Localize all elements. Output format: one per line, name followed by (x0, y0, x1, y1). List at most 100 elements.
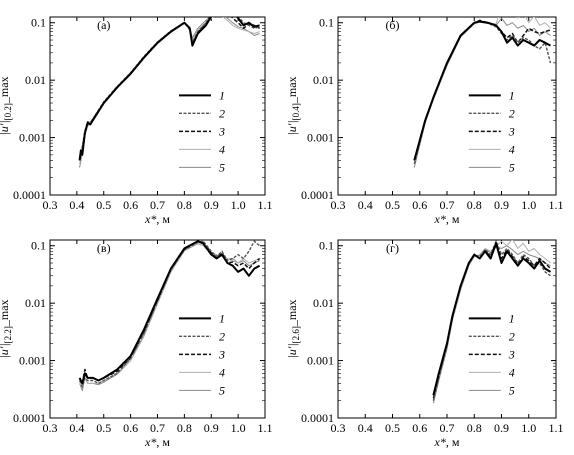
y-axis-label-tail: _max (0, 76, 11, 104)
plot-frame (337, 16, 557, 196)
panel-label: (г) (386, 241, 399, 255)
plot-frame (337, 239, 557, 419)
series-line-1 (78, 17, 260, 161)
x-axis-label-var: x* (144, 212, 156, 226)
series-group (78, 17, 260, 168)
y-tick-label: 0.0001 (13, 188, 46, 202)
legend-label-4: 4 (509, 365, 515, 379)
x-tick-label: 0.3 (43, 198, 58, 212)
series-line-5 (79, 17, 260, 168)
y-tick-label: 0.0001 (13, 411, 46, 425)
y-axis-label: |u'|[0.2]_max (0, 76, 13, 135)
series-line-4 (79, 17, 260, 164)
y-tick-label: 0.0001 (301, 188, 334, 202)
legend: 1 2 3 4 5 (468, 311, 515, 397)
y-tick-label: 0.01 (25, 296, 46, 310)
panel-label: (а) (97, 18, 110, 32)
x-tick-label: 1.1 (258, 421, 273, 435)
series-line-1 (432, 242, 552, 396)
y-tick-label: 0.01 (313, 73, 334, 87)
x-tick-label: 0.8 (467, 198, 482, 212)
legend-label-5: 5 (509, 160, 515, 174)
legend-label-3: 3 (218, 124, 225, 138)
x-tick-label: 0.8 (177, 421, 192, 435)
y-tick-label: 0.1 (31, 16, 46, 30)
x-tick-label: 0.4 (69, 421, 84, 435)
series-line-3 (78, 240, 261, 385)
x-tick-label: 0.6 (123, 421, 138, 435)
x-tick-label: 1.0 (231, 421, 246, 435)
x-axis-label-var: x* (434, 435, 446, 449)
x-axis-label-var: x* (434, 212, 446, 226)
y-tick-label: 0.001 (307, 131, 334, 145)
x-axis-label-unit: , м (156, 435, 170, 449)
legend-label-4: 4 (509, 142, 515, 156)
legend-label-1: 1 (219, 311, 225, 325)
series-line-1 (78, 240, 261, 385)
legend-label-1: 1 (219, 88, 225, 102)
y-axis-label-main: |u'| (285, 120, 299, 135)
series-line-2 (78, 240, 261, 388)
x-tick-label: 0.6 (412, 198, 427, 212)
legend-label-2: 2 (509, 329, 515, 343)
panel-label: (в) (97, 241, 111, 255)
x-tick-label: 0.3 (331, 198, 346, 212)
y-tick-label: 0.001 (307, 354, 334, 368)
y-axis-label-tail: _max (285, 76, 299, 104)
y-axis-label-tail: _max (285, 299, 299, 327)
chart-panel: 0.3 0.4 0.5 0.6 0.7 0.8 0.9 1.0 1.1 0.0001 0.001 0.… (0, 16, 273, 226)
x-tick-label: 1.1 (549, 198, 564, 212)
y-axis-label-sub: [2.6] (291, 326, 301, 343)
x-axis-label-unit: , м (156, 212, 170, 226)
y-axis-label: |u'|[2.6]_max (285, 299, 301, 358)
x-tick-label: 0.5 (385, 421, 400, 435)
x-tick-label: 0.5 (96, 198, 111, 212)
x-axis-label-unit: , м (446, 212, 460, 226)
y-axis-label: |u'|[2.2]_max (0, 299, 13, 358)
x-tick-label: 0.9 (204, 421, 219, 435)
x-tick-label: 0.4 (69, 198, 84, 212)
x-axis-label: x*, м (144, 435, 170, 449)
x-tick-label: 1.0 (231, 198, 246, 212)
panel-label: (б) (385, 18, 399, 32)
x-tick-label: 0.5 (96, 421, 111, 435)
series-line-1 (413, 20, 551, 161)
x-tick-label: 0.8 (467, 421, 482, 435)
y-tick-label: 0.01 (25, 73, 46, 87)
x-tick-label: 0.7 (440, 198, 455, 212)
y-axis-label-sub: [0.4] (291, 103, 301, 120)
x-axis-label-var: x* (144, 435, 156, 449)
x-tick-label: 0.6 (412, 421, 427, 435)
y-axis-label-main: |u'| (0, 120, 11, 135)
y-axis-label-tail: _max (0, 299, 11, 327)
x-tick-label: 0.4 (358, 421, 373, 435)
x-axis-label: x*, м (144, 212, 170, 226)
x-tick-label: 1.0 (521, 198, 536, 212)
y-tick-label: 0.1 (319, 16, 334, 30)
y-tick-label: 0.0001 (301, 411, 334, 425)
x-tick-label: 0.7 (150, 421, 165, 435)
x-axis-label: x*, м (434, 212, 460, 226)
chart-panel: 0.3 0.4 0.5 0.6 0.7 0.8 0.9 1.0 1.1 0.0001 0.001 0.… (0, 239, 273, 449)
x-tick-label: 1.1 (258, 198, 273, 212)
legend-label-2: 2 (509, 106, 515, 120)
y-tick-label: 0.1 (31, 239, 46, 253)
chart-panel: 0.3 0.4 0.5 0.6 0.7 0.8 0.9 1.0 1.1 0.0001 0.001 0.… (285, 16, 564, 226)
series-group (78, 240, 261, 392)
x-axis-label-unit: , м (446, 435, 460, 449)
y-tick-label: 0.1 (319, 239, 334, 253)
series-group (432, 240, 552, 404)
y-tick-label: 0.001 (19, 131, 46, 145)
x-axis-label: x*, м (434, 435, 460, 449)
x-tick-label: 0.7 (440, 421, 455, 435)
legend-label-4: 4 (219, 142, 225, 156)
series-group (413, 17, 552, 168)
legend: 1 2 3 4 5 (468, 88, 515, 174)
x-tick-label: 0.7 (150, 198, 165, 212)
x-tick-label: 0.6 (123, 198, 138, 212)
legend-label-3: 3 (508, 347, 515, 361)
legend-label-2: 2 (219, 329, 225, 343)
y-tick-label: 0.01 (313, 296, 334, 310)
x-tick-label: 1.1 (549, 421, 564, 435)
